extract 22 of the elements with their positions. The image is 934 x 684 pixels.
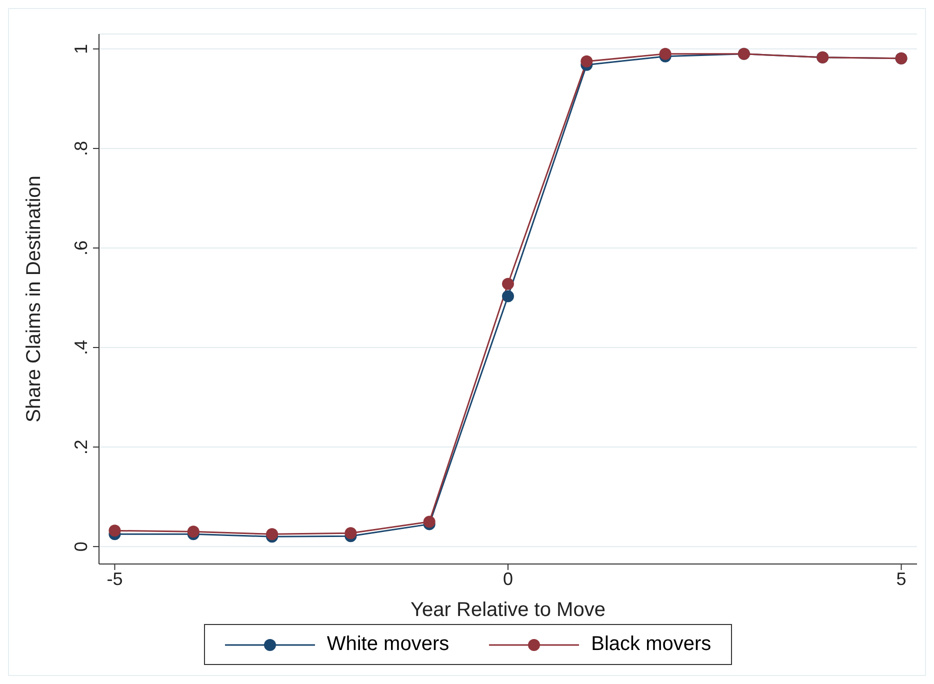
x-tick-label: -5 xyxy=(106,568,123,589)
point xyxy=(423,516,436,528)
point xyxy=(108,524,121,537)
y-axis-title: Share Claims in Destination xyxy=(23,176,46,422)
y-tick-label: .8 xyxy=(71,140,91,156)
point xyxy=(502,290,514,302)
y-tick-label: 0 xyxy=(71,542,91,552)
y-tick-label: 1 xyxy=(71,44,91,54)
legend-label: Black movers xyxy=(591,633,712,656)
x-tick-label: 5 xyxy=(896,568,906,589)
legend-label: White movers xyxy=(326,633,450,656)
point xyxy=(580,55,593,68)
y-tick-label: .4 xyxy=(71,340,91,356)
point xyxy=(502,278,514,290)
point xyxy=(659,48,672,60)
x-axis-title: Year Relative to Move xyxy=(410,599,606,621)
point xyxy=(344,527,357,540)
x-tick-label: 0 xyxy=(502,568,514,589)
y-tick-label: .6 xyxy=(71,240,91,256)
point xyxy=(187,526,200,538)
y-tick-label: .2 xyxy=(71,440,91,455)
point xyxy=(266,528,278,540)
